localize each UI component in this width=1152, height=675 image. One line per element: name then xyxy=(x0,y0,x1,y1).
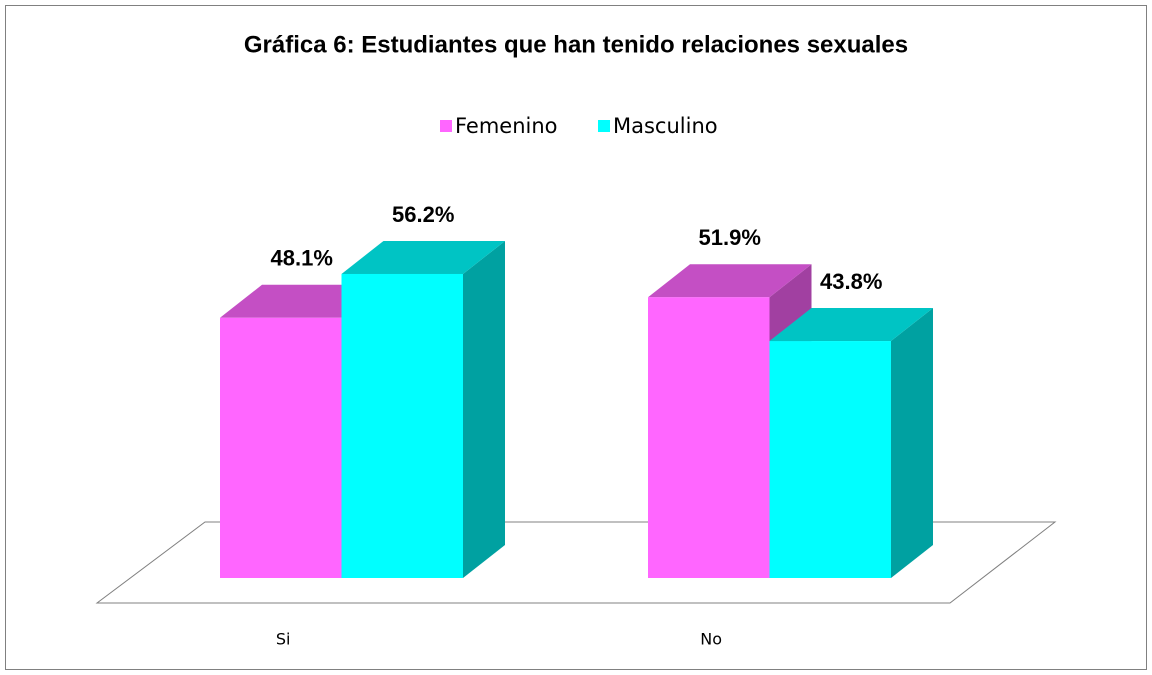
bar-top xyxy=(648,264,812,298)
legend-label: Masculino xyxy=(613,114,718,138)
bar-front xyxy=(220,317,342,578)
chart-title: Gráfica 6: Estudiantes que han tenido re… xyxy=(244,31,908,58)
x-tick-label: Si xyxy=(276,630,291,649)
bar-front xyxy=(341,273,463,578)
value-label: 51.9% xyxy=(699,225,761,250)
legend-label: Femenino xyxy=(455,114,558,138)
bar xyxy=(341,240,505,578)
bar xyxy=(769,308,933,578)
bar-top xyxy=(341,240,505,274)
bar-front xyxy=(648,297,770,578)
legend-swatch xyxy=(440,120,452,132)
value-label: 56.2% xyxy=(392,202,454,227)
bar-top xyxy=(769,308,933,342)
bar-side xyxy=(463,240,505,578)
value-label: 43.8% xyxy=(820,269,882,294)
legend-swatch xyxy=(598,120,610,132)
bar-side xyxy=(891,308,933,578)
x-tick-label: No xyxy=(700,630,722,649)
value-label: 48.1% xyxy=(271,246,333,271)
bar-front xyxy=(769,341,891,578)
